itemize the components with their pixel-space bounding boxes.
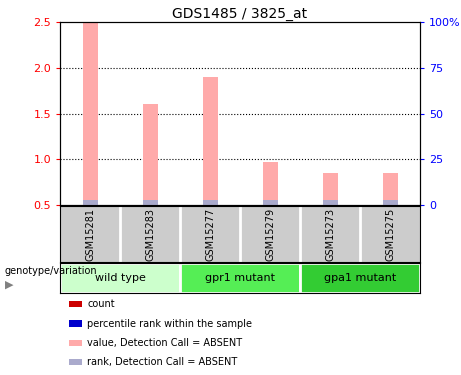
- Bar: [83, 200, 97, 205]
- Text: GSM15275: GSM15275: [385, 208, 395, 261]
- Text: value, Detection Call = ABSENT: value, Detection Call = ABSENT: [87, 338, 242, 348]
- Bar: [383, 173, 397, 205]
- Bar: [60, 263, 180, 293]
- Bar: [69, 358, 82, 365]
- Text: GSM15279: GSM15279: [265, 208, 275, 261]
- Text: GSM15283: GSM15283: [145, 208, 155, 261]
- Bar: [142, 200, 158, 205]
- Bar: [300, 263, 420, 293]
- Text: GSM15277: GSM15277: [205, 208, 215, 261]
- Bar: [142, 104, 158, 205]
- Bar: [69, 339, 82, 346]
- Bar: [262, 200, 278, 205]
- Text: rank, Detection Call = ABSENT: rank, Detection Call = ABSENT: [87, 357, 237, 367]
- Title: GDS1485 / 3825_at: GDS1485 / 3825_at: [172, 7, 307, 21]
- Text: percentile rank within the sample: percentile rank within the sample: [87, 318, 252, 328]
- Bar: [83, 22, 97, 205]
- Bar: [262, 162, 278, 205]
- Bar: [69, 321, 82, 327]
- Bar: [180, 263, 300, 293]
- Text: GSM15281: GSM15281: [85, 208, 95, 261]
- Bar: [202, 200, 218, 205]
- Bar: [202, 77, 218, 205]
- Bar: [69, 302, 82, 307]
- Text: count: count: [87, 299, 115, 309]
- Text: gpr1 mutant: gpr1 mutant: [205, 273, 275, 283]
- Text: gpa1 mutant: gpa1 mutant: [324, 273, 396, 283]
- Bar: [323, 173, 337, 205]
- Bar: [323, 200, 337, 205]
- Text: wild type: wild type: [95, 273, 145, 283]
- Bar: [383, 200, 397, 205]
- Text: GSM15273: GSM15273: [325, 208, 335, 261]
- Text: ▶: ▶: [5, 280, 13, 290]
- Text: genotype/variation: genotype/variation: [5, 266, 97, 276]
